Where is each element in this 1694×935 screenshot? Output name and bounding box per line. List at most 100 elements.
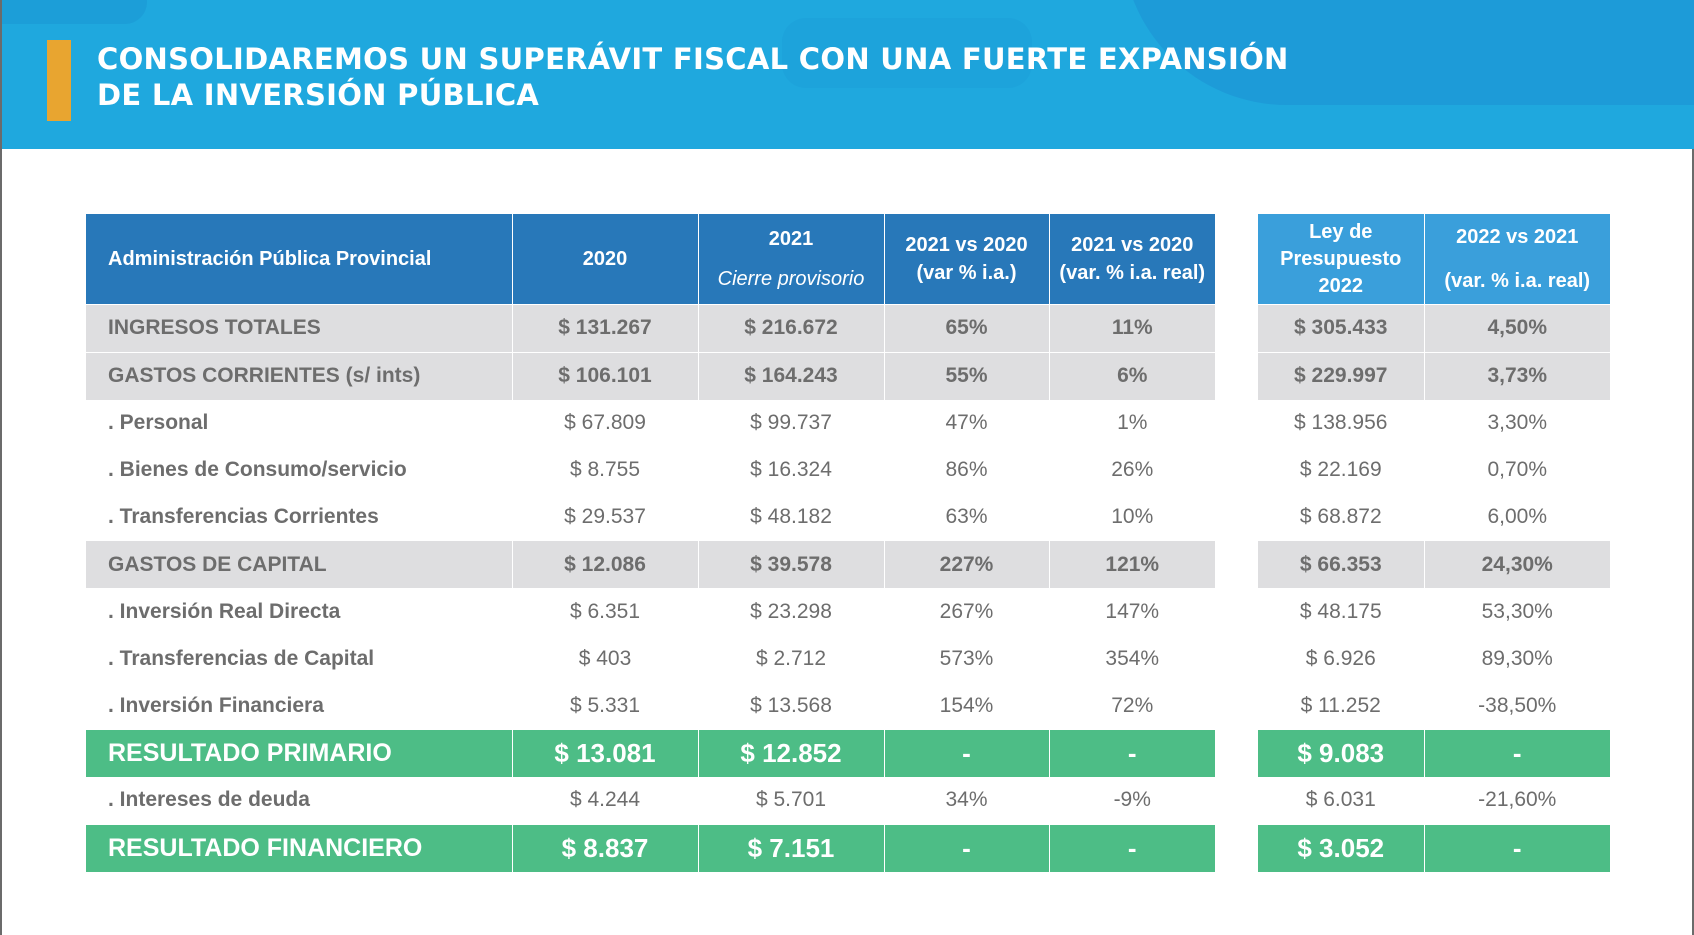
cell-var-2022: 53,30% [1423, 588, 1610, 636]
cell-2020: $ 106.101 [511, 351, 698, 400]
column-header-var-2022-line2: (var. % i.a. real) [1444, 270, 1591, 292]
cell-ley-2022: $ 48.175 [1299, 599, 1382, 623]
cell-2020: $ 67.809 [511, 399, 698, 447]
cell-2021: $ 216.672 [697, 304, 884, 353]
page-title-line-2: DE LA INVERSIÓN PÚBLICA [97, 78, 540, 112]
cell-2020: $ 13.081 [511, 729, 698, 777]
table-row: $ 6.926 89,30% [1258, 635, 1610, 683]
cell-var-real: 11% [1048, 304, 1215, 353]
cell-ley-2022: $ 22.169 [1299, 458, 1382, 482]
cell-var-2022: 24,30% [1423, 540, 1610, 589]
cell-var-real: -9% [1048, 776, 1215, 825]
table-row: . Transferencias de Capital $ 403 $ 2.712 5… [86, 635, 1215, 683]
cell-var-2022: 3,30% [1423, 399, 1610, 447]
cell-2020: $ 5.331 [511, 682, 698, 730]
row-label: . Bienes de Consumo/servicio [108, 458, 407, 482]
row-label: . Inversión Financiera [108, 693, 324, 717]
cell-var-real: 354% [1048, 635, 1215, 683]
column-header-2021-year: 2021 [768, 228, 814, 250]
table-header-row: Ley de Presupuesto 2022 2022 vs 2021 (va… [1258, 214, 1610, 305]
row-label: GASTOS CORRIENTES (s/ ints) [86, 351, 512, 400]
cell-2021: $ 2.712 [697, 635, 884, 683]
cell-2020: $ 29.537 [511, 493, 698, 541]
row-label: . Personal [108, 411, 209, 435]
cell-2020: $ 403 [511, 635, 698, 683]
table-row: INGRESOS TOTALES $ 131.267 $ 216.672 65% 11% [86, 304, 1215, 353]
cell-var-nominal: 86% [883, 446, 1049, 494]
cell-ley-2022: $ 138.956 [1294, 411, 1388, 435]
column-header-var-nominal-line2: (var % i.a.) [916, 262, 1017, 284]
cell-var-2022: 6,00% [1423, 493, 1610, 541]
table-row: $ 3.052- [1258, 823, 1610, 872]
row-label: RESULTADO FINANCIERO [86, 823, 512, 872]
decorative-shape [2, 0, 147, 24]
cell-2021: $ 13.568 [697, 682, 884, 730]
cell-var-real: 10% [1048, 493, 1215, 541]
column-header-2020: 2020 [511, 214, 698, 305]
column-header-2021-subtitle: Cierre provisorio [717, 268, 865, 290]
table-row: . Intereses de deuda $ 4.244 $ 5.701 34% -9% [86, 776, 1215, 825]
row-label: . Transferencias Corrientes [108, 505, 379, 528]
table-row: $ 66.353 24,30% [1258, 540, 1610, 589]
table-row: $ 9.083- [1258, 729, 1610, 777]
table-header-row: Administración Pública Provincial 2020 2… [86, 214, 1215, 305]
column-header-var-2022-line1: 2022 vs 2021 [1456, 226, 1579, 248]
cell-ley-2022: $ 3.052 [1258, 823, 1424, 872]
cell-var-2022: 3,73% [1423, 351, 1610, 400]
cell-var-nominal: - [883, 823, 1049, 872]
decorative-shape [782, 18, 1032, 88]
row-label: . Intereses de deuda [108, 788, 310, 812]
table-row: $ 11.252 -38,50% [1258, 682, 1610, 730]
title-accent-bar [47, 40, 71, 121]
cell-var-2022: 0,70% [1423, 446, 1610, 494]
cell-2021: $ 99.737 [697, 399, 884, 447]
page-title-line-1: CONSOLIDAREMOS UN SUPERÁVIT FISCAL CON U… [97, 42, 1289, 76]
cell-ley-2022: $ 66.353 [1258, 540, 1424, 589]
cell-var-real: 1% [1048, 399, 1215, 447]
cell-var-nominal: 573% [883, 635, 1049, 683]
column-header-ley-line2: Presupuesto [1280, 247, 1402, 270]
cell-ley-2022: $ 305.433 [1258, 304, 1424, 353]
cell-ley-2022: $ 9.083 [1258, 729, 1424, 777]
cell-ley-2022: $ 229.997 [1258, 351, 1424, 400]
table-row: . Inversión Real Directa $ 6.351 $ 23.298 2… [86, 588, 1215, 636]
cell-var-real: - [1048, 823, 1215, 872]
cell-var-2022: - [1423, 729, 1610, 777]
fiscal-table-budget-2022: Ley de Presupuesto 2022 2022 vs 2021 (va… [1258, 214, 1610, 872]
row-label: . Transferencias de Capital [108, 646, 375, 670]
page-title: CONSOLIDAREMOS UN SUPERÁVIT FISCAL CON U… [97, 41, 1289, 113]
cell-var-2022: -21,60% [1423, 776, 1610, 825]
cell-2021: $ 23.298 [697, 588, 884, 636]
cell-2021: $ 12.852 [697, 729, 884, 777]
cell-var-2022: 89,30% [1423, 635, 1610, 683]
table-row: $ 22.169 0,70% [1258, 446, 1610, 494]
row-label: RESULTADO PRIMARIO [86, 729, 512, 777]
table-row: $ 305.433 4,50% [1258, 304, 1610, 353]
row-label: . Inversión Real Directa [108, 599, 341, 623]
cell-2020: $ 131.267 [511, 304, 698, 353]
column-header-label: Administración Pública Provincial [86, 214, 512, 305]
cell-ley-2022: $ 11.252 [1300, 693, 1381, 717]
column-header-2021: 2021 Cierre provisorio [697, 214, 884, 305]
column-header-var-real: 2021 vs 2020 (var. % i.a. real) [1048, 214, 1215, 305]
fiscal-table-main: Administración Pública Provincial 2020 2… [86, 214, 1215, 872]
cell-var-nominal: - [883, 729, 1049, 777]
table-row: $ 48.175 53,30% [1258, 588, 1610, 636]
cell-2020: $ 6.351 [511, 588, 698, 636]
row-label: GASTOS DE CAPITAL [86, 540, 512, 589]
cell-2021: $ 16.324 [697, 446, 884, 494]
table-row: . Transferencias Corrientes $ 29.537 $ 48.… [86, 493, 1215, 541]
table-row: RESULTADO PRIMARIO $ 13.081 $ 12.852- - [86, 729, 1215, 777]
cell-2021: $ 7.151 [697, 823, 884, 872]
table-row: . Personal $ 67.809 $ 99.737 47% 1% [86, 399, 1215, 447]
cell-2020: $ 12.086 [511, 540, 698, 589]
cell-2020: $ 8.837 [511, 823, 698, 872]
column-header-var-nominal-line1: 2021 vs 2020 [905, 234, 1028, 256]
table-row: GASTOS CORRIENTES (s/ ints) $ 106.101 $ 16… [86, 351, 1215, 400]
cell-2020: $ 4.244 [511, 776, 698, 825]
cell-2021: $ 39.578 [697, 540, 884, 589]
column-header-var-2022: 2022 vs 2021 (var. % i.a. real) [1423, 214, 1610, 305]
cell-var-real: 121% [1048, 540, 1215, 589]
cell-var-real: - [1048, 729, 1215, 777]
header-banner: CONSOLIDAREMOS UN SUPERÁVIT FISCAL CON U… [2, 0, 1694, 149]
